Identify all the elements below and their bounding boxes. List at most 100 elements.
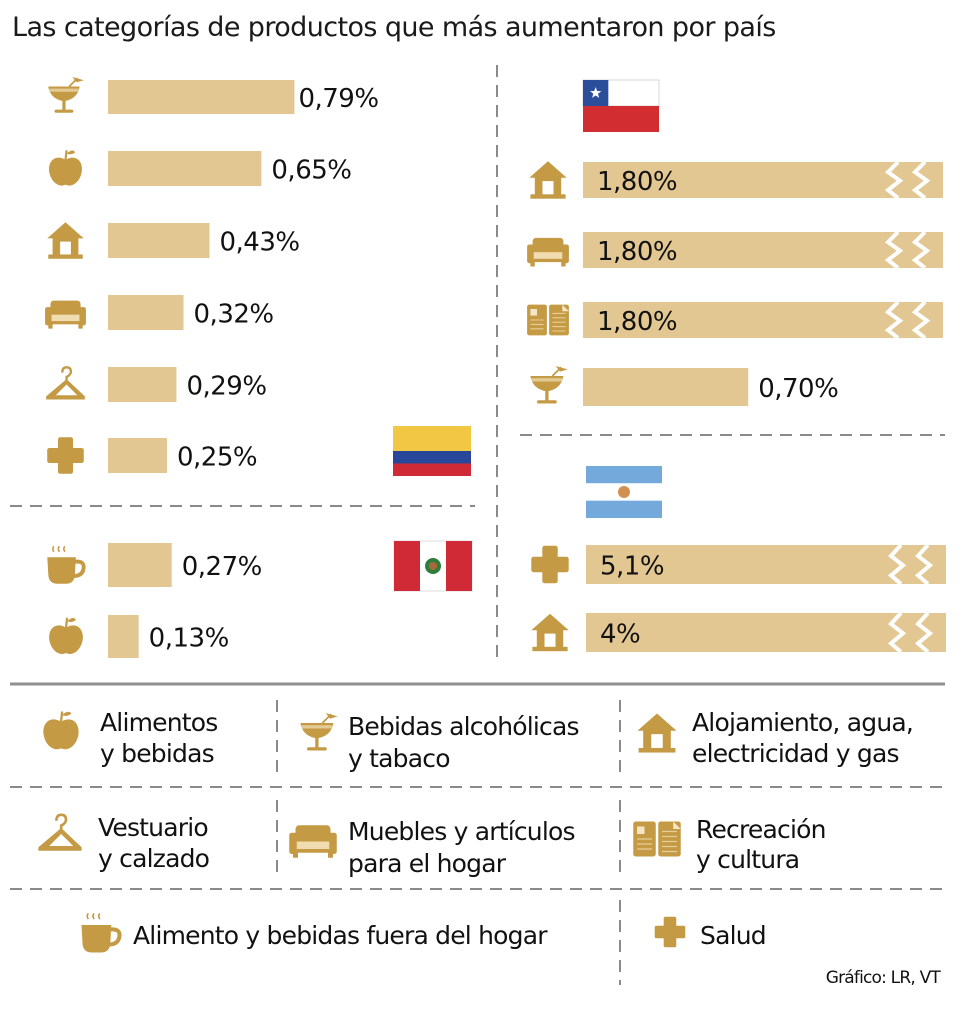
bar-value-label: 4% <box>600 620 640 650</box>
series-colombia: 0,79% 0,65% 0,43% 0,32% 0,29% 0,25% <box>44 76 379 474</box>
bar-value-label: 1,80% <box>597 307 677 337</box>
break-mark <box>914 611 934 654</box>
break-mark <box>884 230 904 270</box>
bar-value-label: 0,65% <box>271 156 351 186</box>
book-icon <box>526 304 570 336</box>
break-mark <box>884 160 904 200</box>
bar-row: 0,43% <box>47 222 300 259</box>
apple-icon <box>48 616 84 656</box>
legend-label: y tabaco <box>348 744 450 773</box>
bar <box>108 543 172 587</box>
bar-row: 0,70% <box>529 365 839 406</box>
flag-stripe <box>393 463 471 476</box>
flag-stripe <box>586 500 662 518</box>
legend-label: Bebidas alcohólicas <box>348 712 579 741</box>
legend-item-alojamiento: Alojamiento, agua,electricidad y gas <box>637 708 914 768</box>
house-icon <box>637 713 677 753</box>
dividers <box>10 65 945 985</box>
series-chile: 1,80% 1,80% 1,80% 0,70% <box>526 160 943 406</box>
series-peru: 0,27% 0,13% <box>45 543 262 658</box>
hanger-icon <box>37 813 83 853</box>
cocktail-icon <box>529 365 569 405</box>
bar-row: 5,1% <box>531 543 946 586</box>
bar-row: 1,80% <box>527 230 943 270</box>
legend-item-bebidas-alcoholicas: Bebidas alcohólicas y tabaco <box>299 712 580 773</box>
flag-emblem <box>429 562 437 570</box>
bars-layer: 0,79% 0,65% 0,43% 0,32% 0,29% 0,25% 0,27% 0,13%… <box>44 76 946 658</box>
break-mark <box>911 230 931 270</box>
bar-value-label: 0,25% <box>177 443 257 473</box>
chart-title: Las categorías de productos que más aume… <box>12 12 776 43</box>
legend-label: y cultura <box>696 845 799 874</box>
bar-row: 0,27% <box>45 543 262 587</box>
bar-value-label: 0,79% <box>298 84 378 114</box>
sofa-icon <box>289 825 337 858</box>
legend-label: Alimentos <box>100 708 218 737</box>
bar-row: 0,25% <box>47 437 258 474</box>
bar-row: 4% <box>531 611 946 654</box>
bar-value-label: 1,80% <box>597 237 677 267</box>
bar-row: 0,13% <box>48 615 229 658</box>
flag-stripe <box>446 541 472 591</box>
break-mark <box>911 160 931 200</box>
peru-flag <box>393 540 473 592</box>
chile-flag <box>582 79 660 132</box>
bar-row: 1,80% <box>526 300 943 340</box>
legend-label: electricidad y gas <box>692 739 899 768</box>
legend-label: Salud <box>700 921 766 950</box>
series-argentina: 5,1% 4% <box>531 543 946 654</box>
break-mark <box>887 611 907 654</box>
bar-row: 0,29% <box>44 366 267 402</box>
legend-label: Alimento y bebidas fuera del hogar <box>133 921 548 950</box>
flag-stripe <box>583 106 659 132</box>
legend-label: Muebles y artículos <box>348 817 575 846</box>
flags-layer <box>393 79 662 592</box>
sofa-icon <box>527 237 569 267</box>
bar <box>583 368 749 406</box>
flag-star <box>590 87 602 98</box>
bar-value-label: 0,70% <box>758 374 838 404</box>
break-mark <box>914 543 934 586</box>
legend-item-muebles: Muebles y artículos para el hogar <box>289 817 576 878</box>
coffee-cup-icon <box>81 913 119 952</box>
argentina-flag <box>586 466 662 518</box>
break-mark <box>911 300 931 340</box>
legend-label: Alojamiento, agua, <box>692 708 913 737</box>
flag-stripe <box>393 451 471 464</box>
coffee-cup-icon <box>45 544 86 586</box>
bar <box>586 545 946 584</box>
bar <box>108 223 210 258</box>
legend-label: y bebidas <box>100 739 214 768</box>
bar-value-label: 0,43% <box>219 228 299 258</box>
cocktail-icon <box>299 712 339 752</box>
sofa-icon <box>45 300 86 329</box>
hanger-icon <box>44 366 87 401</box>
legend-label: y calzado <box>98 844 209 873</box>
bar-row: 1,80% <box>529 160 943 200</box>
bar <box>583 302 943 338</box>
flag-stripe <box>586 466 662 484</box>
legend-label: Vestuario <box>98 813 208 842</box>
credit-text: Gráfico: LR, VT <box>826 968 942 988</box>
bar <box>108 295 184 330</box>
bar <box>108 151 262 186</box>
break-mark <box>887 543 907 586</box>
legend-label: para el hogar <box>348 849 507 878</box>
bar <box>586 613 946 652</box>
bar <box>583 232 943 268</box>
house-icon <box>47 222 84 259</box>
bar-row: 0,32% <box>45 295 274 330</box>
cocktail-icon <box>47 76 85 114</box>
bar <box>583 162 943 198</box>
apple-icon <box>42 710 80 751</box>
health-cross-icon <box>654 916 686 948</box>
bar <box>108 438 167 473</box>
bar-value-label: 0,32% <box>194 300 274 330</box>
flag-sun <box>618 486 630 498</box>
bar-value-label: 5,1% <box>600 552 664 582</box>
